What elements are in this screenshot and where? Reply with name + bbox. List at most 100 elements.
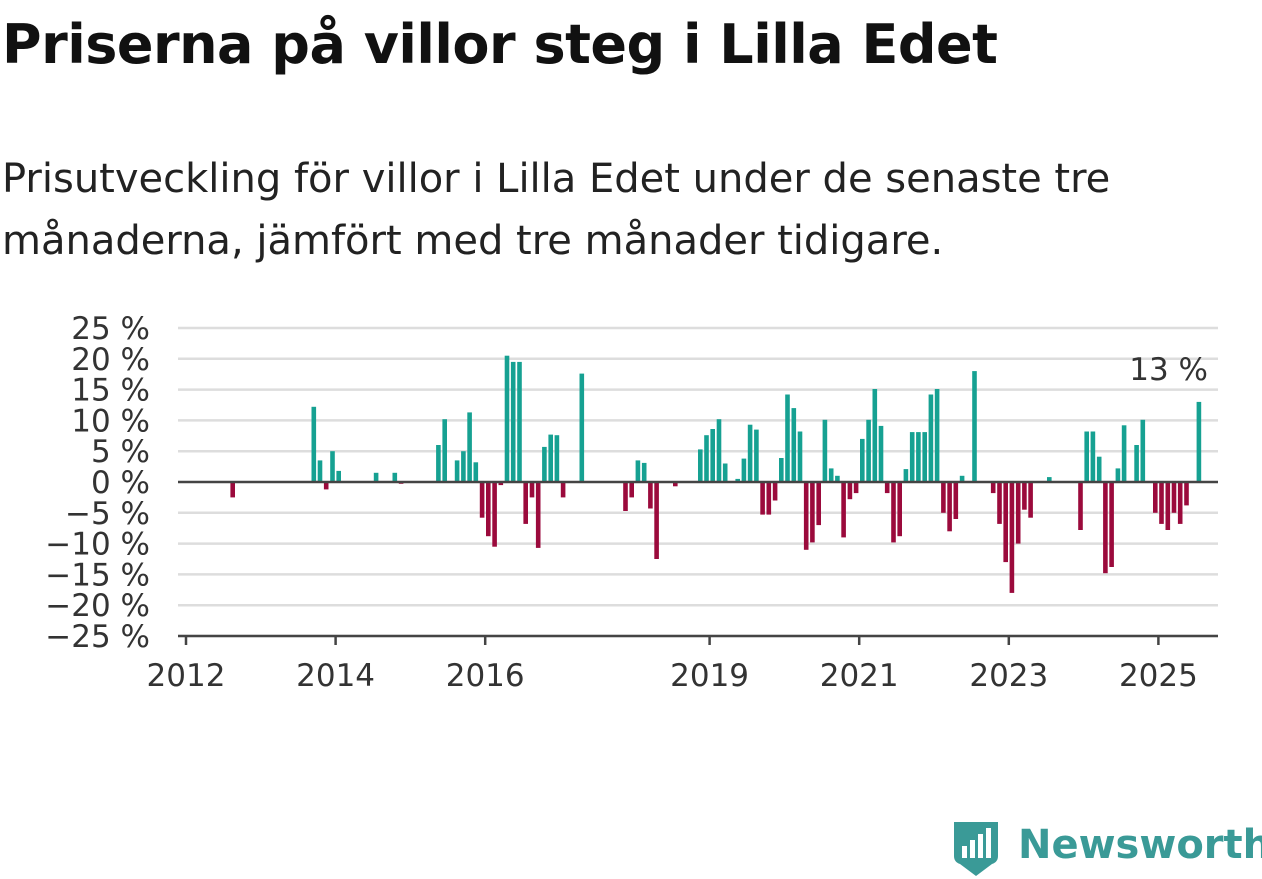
bar	[498, 482, 504, 486]
bar	[436, 445, 441, 482]
bar	[847, 482, 853, 500]
bar	[853, 482, 859, 494]
bar	[822, 419, 828, 482]
bar	[779, 458, 784, 482]
y-tick-label: 5 %	[91, 434, 150, 470]
bar	[1103, 482, 1108, 574]
bar	[454, 460, 460, 482]
bar	[816, 482, 821, 526]
bar	[797, 431, 803, 482]
bar	[916, 432, 921, 482]
bar	[535, 482, 541, 548]
y-tick-label: 15 %	[71, 373, 150, 409]
y-tick-label: −5 %	[65, 496, 150, 532]
bar	[673, 482, 678, 487]
bar	[486, 482, 491, 537]
bar	[510, 361, 516, 482]
bar	[554, 435, 560, 482]
bar	[517, 361, 522, 482]
bar	[523, 482, 528, 524]
bar	[654, 482, 659, 559]
bar	[828, 468, 834, 482]
x-axis-labels: 2012 2014 2016 2019 2021 2023 2025	[147, 658, 1198, 694]
bar	[230, 482, 235, 498]
bar	[1009, 482, 1015, 593]
y-axis-labels: 25 %20 %15 %10 %5 %0 %−5 %−10 %−15 %−20 …	[45, 311, 150, 655]
chart-subtitle: Prisutveckling för villor i Lilla Edet u…	[2, 156, 1111, 264]
bar	[1184, 482, 1189, 506]
x-tick-label: 2023	[969, 658, 1048, 694]
bar	[953, 482, 959, 519]
x-tick-label: 2016	[446, 658, 525, 694]
bar	[467, 412, 472, 482]
bar	[504, 355, 510, 482]
bar	[990, 482, 996, 494]
bar	[1159, 482, 1164, 524]
bar	[972, 371, 977, 482]
y-tick-label: −20 %	[45, 588, 150, 624]
y-tick-label: −10 %	[45, 527, 150, 563]
bar	[772, 482, 778, 501]
bar	[641, 462, 647, 482]
bar	[1084, 431, 1089, 482]
bar	[878, 425, 884, 482]
bar	[909, 432, 915, 482]
bar	[330, 451, 335, 482]
bar	[648, 482, 653, 509]
bar	[754, 429, 759, 482]
price-change-bar-chart: 25 %20 %15 %10 %5 %0 %−5 %−10 %−15 %−20 …	[45, 311, 1218, 694]
bars	[230, 355, 1202, 593]
bar	[1115, 468, 1121, 482]
newsworthy-logo-icon	[954, 822, 998, 876]
bar	[461, 451, 466, 482]
bar	[934, 389, 940, 482]
bar	[1096, 456, 1102, 482]
y-tick-label: −15 %	[45, 557, 150, 593]
bar	[1109, 482, 1114, 567]
bar	[897, 482, 902, 537]
bar	[1165, 482, 1171, 530]
bar	[698, 449, 703, 482]
bar	[1015, 482, 1021, 544]
bar	[1140, 419, 1146, 482]
bar	[716, 419, 722, 482]
latest-value-annotation: 13 %	[1129, 352, 1208, 388]
bar	[704, 435, 709, 482]
bar	[311, 406, 317, 482]
bar	[841, 482, 846, 538]
y-tick-label: −25 %	[45, 619, 150, 655]
bar	[548, 434, 553, 482]
bar	[1153, 482, 1158, 513]
bar	[866, 419, 871, 482]
bar	[373, 472, 379, 482]
bar	[922, 432, 927, 482]
y-tick-label: 0 %	[91, 465, 150, 501]
bar	[785, 394, 790, 482]
bar	[392, 472, 398, 482]
x-tick-label: 2025	[1119, 658, 1198, 694]
bar	[735, 478, 740, 482]
bar	[941, 482, 946, 513]
axes	[178, 480, 1218, 645]
bar	[323, 482, 329, 490]
bar	[1090, 431, 1096, 482]
bar	[442, 419, 447, 482]
bar	[1196, 401, 1202, 482]
x-tick-label: 2014	[296, 658, 375, 694]
bar	[891, 482, 896, 543]
bar	[623, 482, 628, 511]
x-tick-label: 2012	[147, 658, 226, 694]
bar	[872, 389, 878, 482]
bar	[1047, 477, 1052, 482]
bar	[760, 482, 765, 515]
bar	[336, 470, 341, 482]
bar	[317, 460, 323, 482]
bar	[835, 475, 840, 482]
bar	[542, 446, 547, 482]
bar	[810, 482, 815, 543]
bar	[860, 438, 865, 482]
bar	[1022, 482, 1027, 510]
bar	[479, 482, 485, 518]
x-tick-label: 2021	[820, 658, 899, 694]
bar	[473, 462, 479, 482]
